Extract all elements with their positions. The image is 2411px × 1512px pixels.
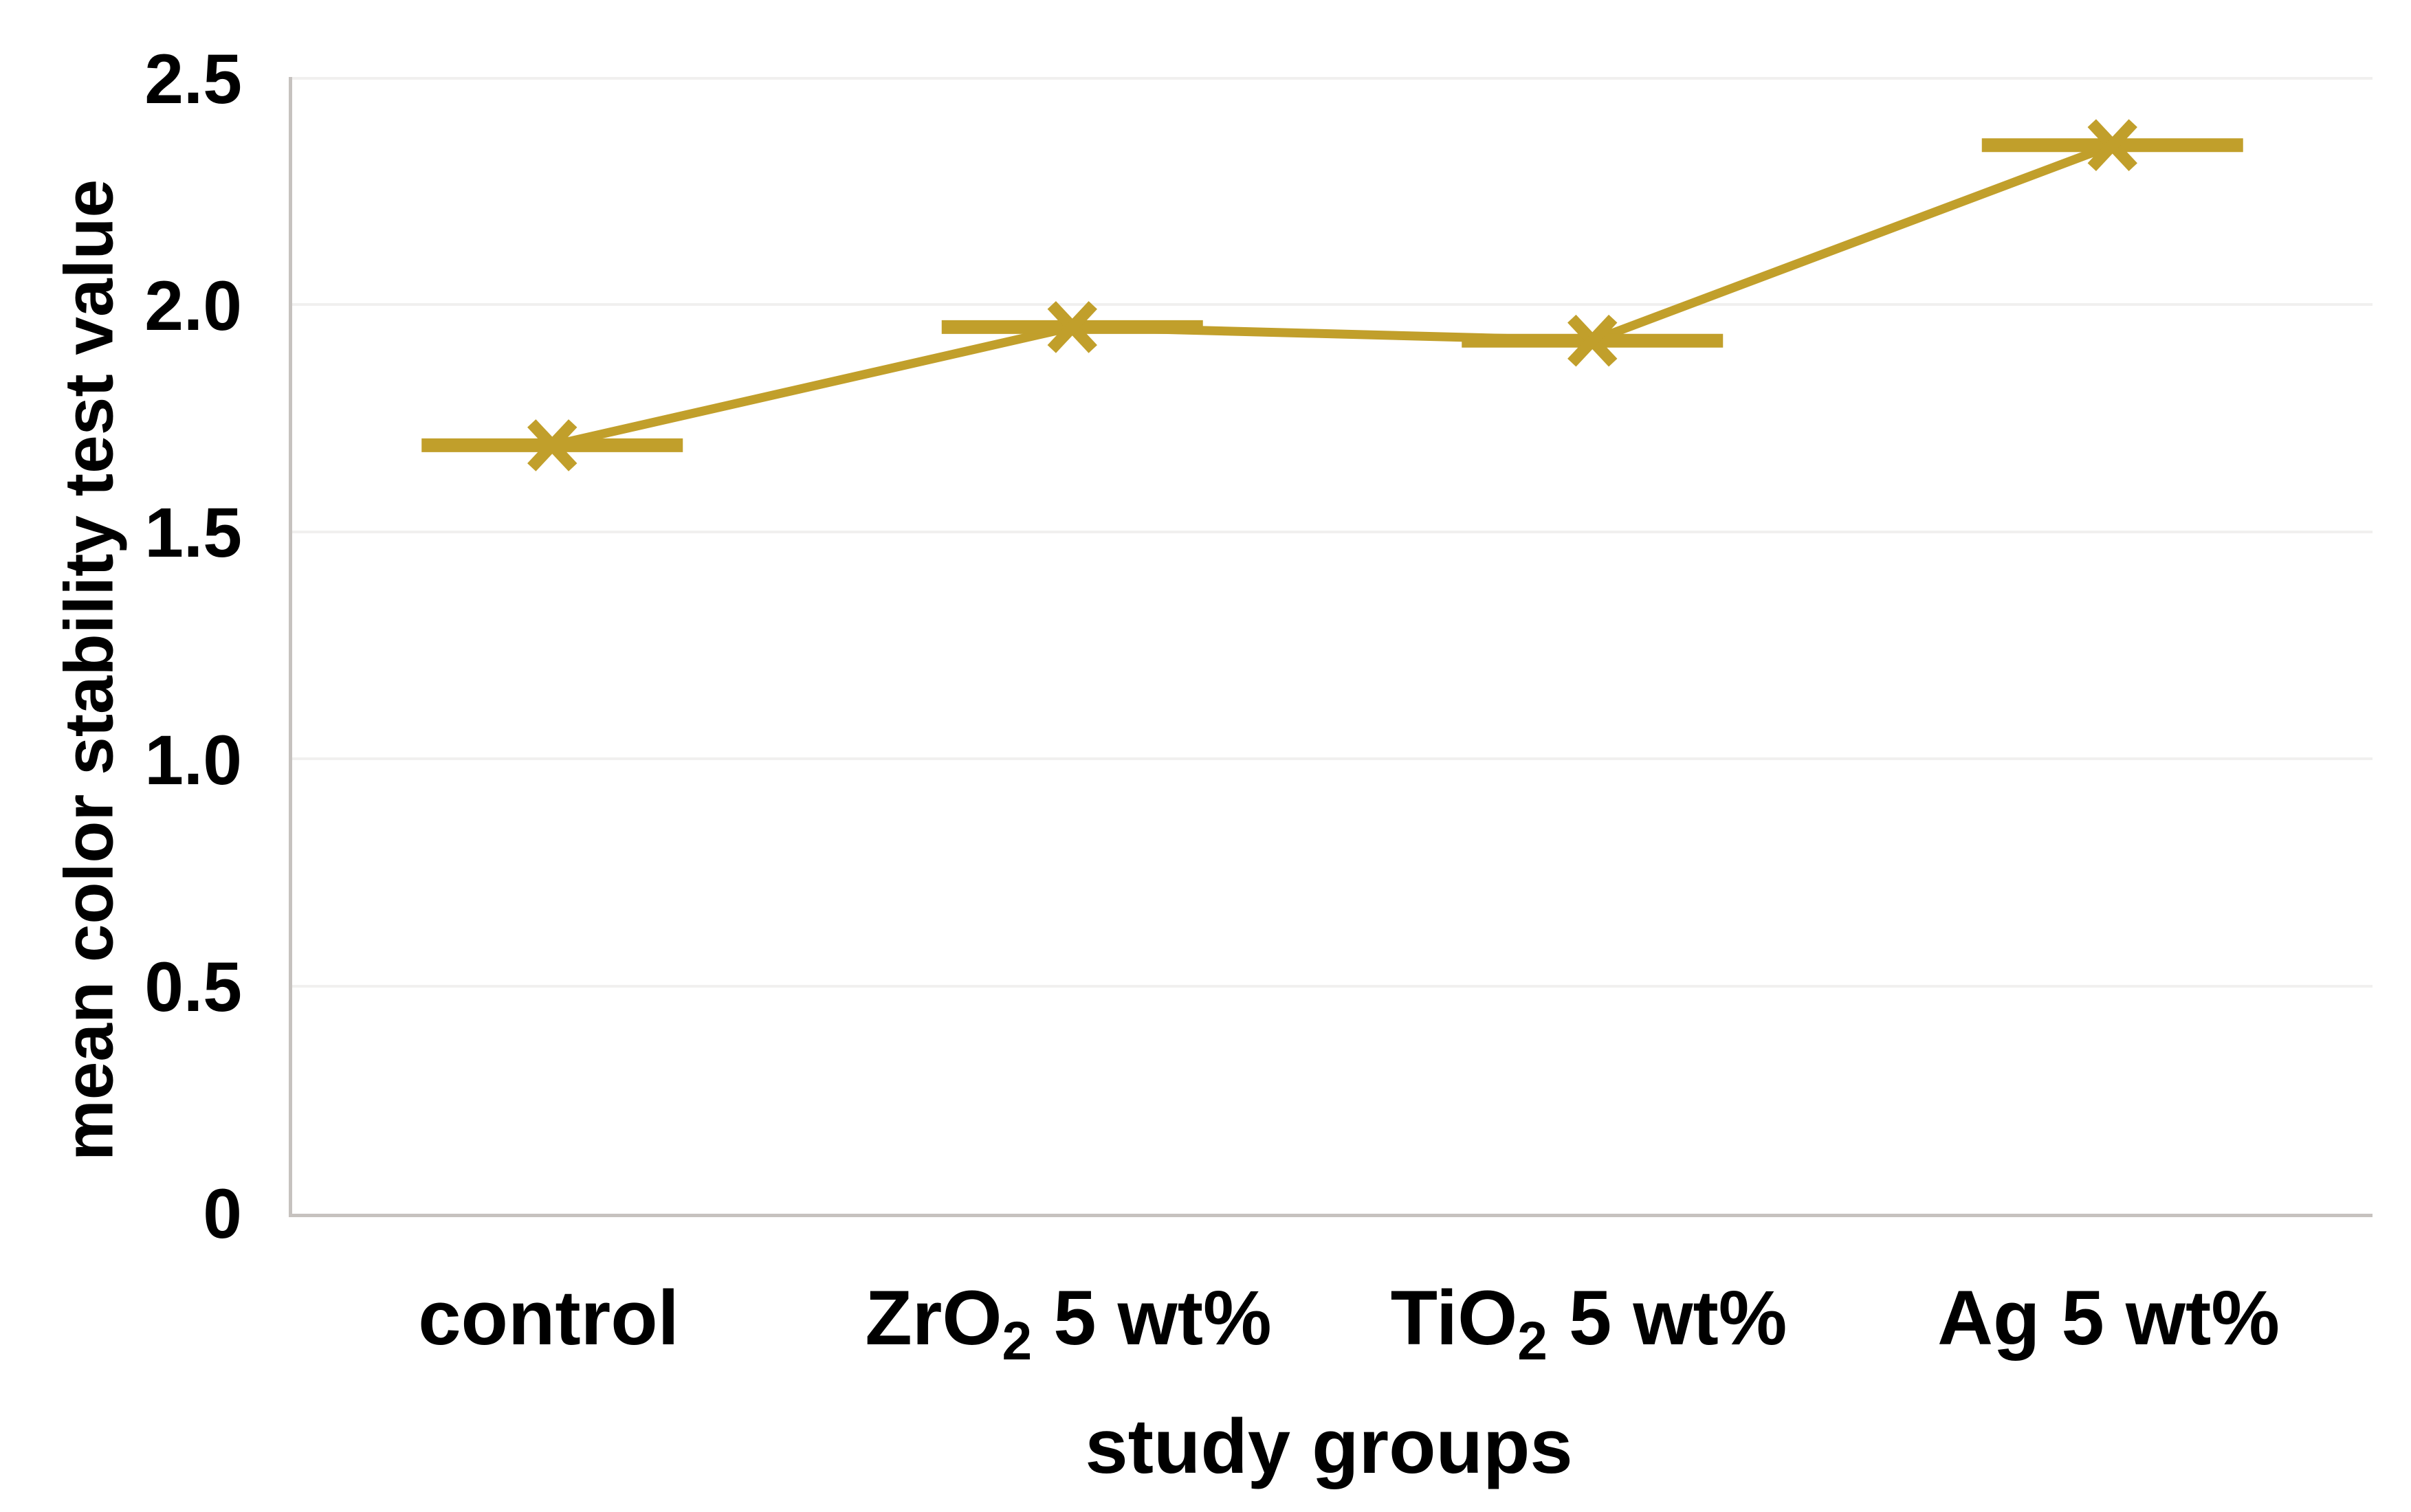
category-text: ZrO [865, 1275, 1002, 1361]
category-text: 5 wt% [1032, 1275, 1272, 1361]
category-text: control [418, 1275, 679, 1361]
y-tick-label: 2.0 [144, 267, 242, 345]
marker-x-cross [527, 419, 577, 471]
gridline [292, 77, 2373, 80]
line-series [421, 119, 2243, 471]
marker-x-cross [1047, 301, 1097, 353]
y-tick-label: 1.5 [144, 493, 242, 572]
gridline [292, 302, 2373, 306]
y-tick-label: 0 [203, 1175, 242, 1253]
category-subscript: 2 [1002, 1310, 1033, 1371]
y-tick-label: 1.0 [144, 721, 242, 799]
series-connector-line [551, 141, 2115, 450]
x-category-label-control: control [418, 1270, 679, 1389]
x-category-label-tio2: TiO2 5 wt% [1391, 1270, 1787, 1389]
x-category-label-zro2: ZrO2 5 wt% [865, 1270, 1271, 1389]
y-tick-label: 2.5 [144, 40, 242, 118]
category-subscript: 2 [1517, 1310, 1548, 1371]
x-category-label-ag: Ag 5 wt% [1937, 1270, 2280, 1389]
category-text: Ag [1937, 1275, 2040, 1361]
category-text: TiO [1390, 1275, 1518, 1361]
x-axis-title: study groups [1085, 1403, 1573, 1489]
category-text: 5 wt% [1547, 1275, 1787, 1361]
gridline [292, 757, 2373, 761]
gridline [292, 985, 2373, 988]
gridline [292, 530, 2373, 533]
marker-x-cross [1567, 314, 1618, 367]
plot-area [289, 77, 2373, 1217]
y-tick-label: 0.5 [144, 948, 242, 1026]
marker-x-cross [2087, 119, 2137, 172]
category-text: 5 wt% [2040, 1275, 2280, 1361]
